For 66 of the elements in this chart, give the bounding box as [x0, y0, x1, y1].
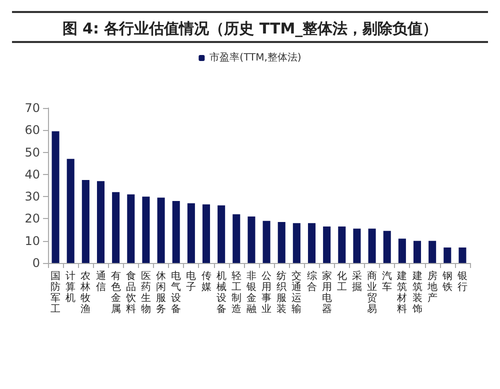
- x-tick-label: 计算机: [66, 270, 76, 304]
- bar: [308, 223, 316, 263]
- y-tick-label: 60: [24, 123, 40, 138]
- x-tick-label: 机械设备: [216, 270, 226, 315]
- bar: [262, 220, 270, 263]
- x-tick-label: 传媒: [201, 271, 212, 293]
- x-tick-label: 银行: [456, 271, 468, 293]
- x-tick-label: 建筑材料: [396, 270, 408, 315]
- chart-title: 图 4: 各行业估值情况（历史 TTM_整体法，剔除负值）: [62, 20, 438, 38]
- bar: [232, 214, 240, 263]
- bar: [127, 194, 135, 263]
- x-tick-label: 综合: [306, 270, 317, 293]
- bar: [82, 180, 90, 263]
- bar: [413, 240, 422, 263]
- bar: [338, 226, 346, 263]
- x-tick-label: 食品饮料: [124, 270, 136, 315]
- bar: [292, 223, 300, 263]
- x-tick-label: 交通运输: [292, 270, 302, 315]
- y-tick-label: 50: [24, 145, 40, 160]
- bar: [278, 222, 286, 263]
- bar: [248, 216, 256, 263]
- x-tick-label: 家用电器: [322, 270, 332, 315]
- x-tick-label: 化工: [336, 270, 347, 293]
- x-tick-label: 钢铁: [441, 271, 452, 293]
- x-tick-label: 采掘: [352, 270, 362, 293]
- bar: [323, 226, 331, 263]
- x-tick-label: 房地产: [426, 270, 438, 304]
- bar: [398, 238, 406, 263]
- bar: [218, 205, 226, 263]
- y-tick-label: 10: [24, 234, 40, 248]
- x-tick-label: 休闲服务: [156, 271, 166, 315]
- x-tick-label: 农林牧渔: [80, 271, 91, 315]
- bar: [353, 228, 361, 263]
- bar: [428, 240, 436, 263]
- x-tick-label: 医药生物: [140, 271, 151, 315]
- y-tick-label: 20: [24, 212, 40, 226]
- bar: [383, 230, 391, 263]
- bar: [368, 228, 376, 263]
- y-tick-label: 40: [24, 167, 40, 182]
- bar: [157, 198, 165, 263]
- x-tick-label: 非银金融: [245, 270, 256, 315]
- y-tick-label: 0: [32, 256, 40, 270]
- bar: [172, 201, 180, 263]
- x-tick-label: 电子: [186, 270, 196, 293]
- bar: [187, 203, 195, 263]
- y-tick-label: 70: [24, 101, 40, 115]
- bar: [66, 158, 74, 263]
- x-tick-label: 轻工制造: [231, 270, 242, 315]
- bar: [142, 196, 150, 263]
- bar: [112, 192, 120, 263]
- x-tick-label: 公用事业: [262, 270, 272, 315]
- x-tick-label: 纺织服装: [276, 270, 287, 315]
- y-tick-label: 30: [24, 190, 40, 204]
- bar: [202, 204, 210, 263]
- x-tick-label: 商业贸易: [367, 270, 378, 315]
- x-tick-label: 建筑装饰: [411, 270, 422, 315]
- bar: [444, 248, 452, 263]
- x-tick-label: 国防军工: [50, 271, 61, 315]
- x-tick-label: 有色金属: [110, 270, 121, 315]
- legend-label: 市盈率(TTM,整体法): [210, 52, 302, 64]
- x-tick-label: 汽车: [382, 270, 392, 293]
- x-tick-label: 通信: [96, 270, 106, 293]
- bar: [96, 181, 105, 263]
- bar: [52, 131, 60, 263]
- bar: [458, 248, 466, 263]
- x-tick-label: 电气设备: [171, 270, 182, 315]
